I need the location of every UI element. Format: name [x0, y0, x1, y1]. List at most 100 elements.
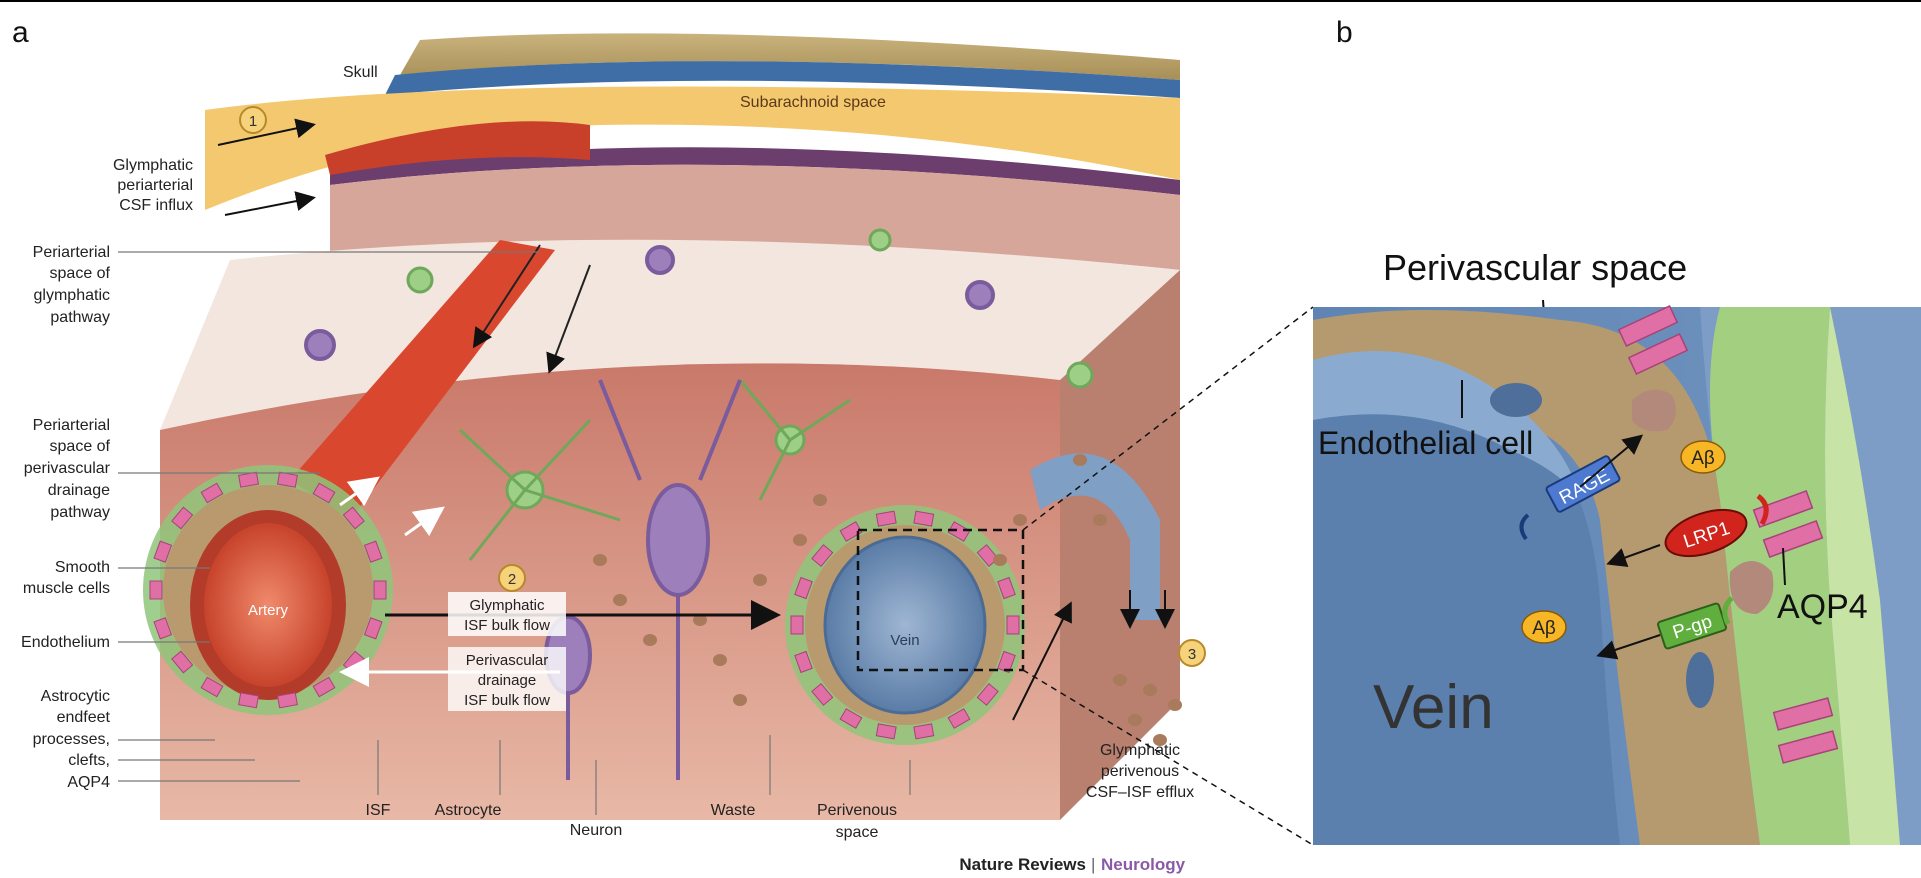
svg-text:Aβ: Aβ — [1691, 448, 1715, 469]
aqp4-channel — [839, 521, 863, 542]
aqp4-label: AQP4 — [1777, 588, 1868, 626]
aqp4-channel — [153, 617, 173, 640]
drain-flow-box — [448, 647, 566, 711]
vein-big-label: Vein — [1373, 673, 1494, 742]
svg-text:endfeet: endfeet — [57, 709, 111, 726]
panel-b-letter: b — [1336, 16, 1353, 49]
aqp4-channel — [312, 482, 336, 504]
svg-text:Glymphatic: Glymphatic — [113, 157, 193, 174]
artery-aqp4-channels — [149, 471, 387, 709]
panel-a: a Artery Vein — [12, 16, 1206, 874]
lrp1-arrow — [1606, 544, 1661, 567]
aqp4-channel — [276, 692, 298, 709]
waste-particle — [693, 614, 707, 626]
aqp4-pointer — [1782, 547, 1786, 586]
zoom-line-top — [1022, 306, 1314, 531]
perivascular-band — [1313, 310, 1760, 845]
astrocyte-edge — [1825, 307, 1900, 845]
step-3-marker: 3 — [1178, 639, 1206, 667]
svg-text:Smooth: Smooth — [55, 559, 110, 576]
svg-text:2: 2 — [508, 571, 516, 588]
svg-text:perivascular: perivascular — [24, 460, 111, 477]
aqp4-channel — [839, 708, 863, 729]
waste-particle — [593, 554, 607, 566]
aqp4-channel — [811, 682, 834, 706]
skull-label: Skull — [343, 64, 378, 81]
waste-particle — [613, 594, 627, 606]
svg-text:Waste: Waste — [711, 802, 756, 819]
bulk-flow-box — [448, 592, 566, 636]
aqp4-channel — [238, 471, 260, 488]
svg-text:space of: space of — [50, 438, 111, 455]
svg-text:Perivenous: Perivenous — [817, 802, 897, 819]
periarterial-arrow-1 — [472, 244, 541, 349]
svg-text:pathway: pathway — [50, 309, 110, 326]
bottom-labels: ISF Astrocyte Neuron Waste Perivenous sp… — [366, 742, 1195, 841]
aqp4-channel — [1006, 615, 1020, 635]
endothelial-nucleus-2 — [1686, 652, 1714, 708]
svg-text:3: 3 — [1188, 646, 1196, 663]
aqp4-channel — [238, 692, 260, 709]
subarachnoid-layer — [205, 86, 1180, 210]
waste-particle — [753, 574, 767, 586]
waste-particle — [1128, 714, 1142, 726]
drainage-up-arrow-1 — [339, 476, 380, 507]
abeta-aggregate-2 — [1729, 561, 1774, 614]
svg-text:CSF influx: CSF influx — [119, 197, 193, 214]
waste-particle — [1143, 684, 1157, 696]
zoom-box — [856, 528, 1025, 672]
svg-text:pathway: pathway — [50, 504, 110, 521]
vein-label: Vein — [890, 632, 919, 649]
svg-text:muscle cells: muscle cells — [23, 580, 110, 597]
svg-text:perivenous: perivenous — [1101, 763, 1179, 780]
svg-text:Astrocyte: Astrocyte — [435, 802, 502, 819]
svg-text:1: 1 — [249, 113, 257, 130]
vein-cross-section: Vein — [785, 505, 1025, 745]
svg-text:space: space — [836, 824, 879, 841]
aqp4-channel — [373, 580, 387, 600]
waste-particle — [643, 634, 657, 646]
aqp4-channel — [794, 576, 813, 600]
abeta-badge-2: Aβ — [1521, 610, 1567, 644]
influx-arrow-1 — [217, 118, 316, 146]
waste-particle — [713, 654, 727, 666]
dura-layer — [385, 61, 1180, 98]
aqp4-channel — [947, 708, 971, 729]
svg-text:Neuron: Neuron — [570, 822, 622, 839]
lrp1-receptor: LRP1 — [1664, 493, 1769, 558]
aqp4-channel — [997, 650, 1016, 674]
aqp4-channel — [811, 544, 834, 568]
bottom-leader-lines — [377, 735, 911, 815]
aqp4-channel — [363, 540, 383, 563]
aqp4-channel — [976, 544, 999, 568]
aqp4-channel — [875, 510, 897, 527]
svg-text:CSF–ISF efflux: CSF–ISF efflux — [1086, 784, 1194, 801]
credit-journal: Nature Reviews — [959, 855, 1086, 874]
vein-lumen — [1313, 380, 1620, 845]
aqp4-channel — [794, 650, 813, 674]
step-1-marker: 1 — [239, 106, 267, 134]
abeta-badge-1: Aβ — [1680, 440, 1726, 474]
drain-flow-line-1: Perivascular — [466, 652, 549, 669]
pgp-arrow — [1596, 634, 1661, 660]
svg-text:processes,: processes, — [33, 731, 110, 748]
svg-text:Periarterial: Periarterial — [33, 244, 110, 261]
surface-artery — [325, 121, 590, 175]
zoom-line-bottom — [1022, 669, 1314, 846]
artery-cross-section: Artery — [143, 465, 393, 715]
bulk-flow-line-1: Glymphatic — [469, 597, 545, 614]
aqp4-channel — [913, 723, 935, 740]
svg-text:glymphatic: glymphatic — [34, 287, 110, 304]
svg-text:Aβ: Aβ — [1532, 618, 1556, 639]
drain-flow-line-2: drainage — [478, 672, 536, 689]
vein-aqp4-channels — [790, 510, 1020, 740]
aqp4-channel — [997, 576, 1016, 600]
draining-vein — [1030, 453, 1160, 620]
svg-text:Endothelium: Endothelium — [21, 634, 110, 651]
aqp4-channel — [276, 471, 298, 488]
skull-layer — [400, 33, 1180, 80]
waste-particle — [733, 694, 747, 706]
aqp4-channel — [200, 482, 224, 504]
svg-text:drainage: drainage — [48, 482, 110, 499]
